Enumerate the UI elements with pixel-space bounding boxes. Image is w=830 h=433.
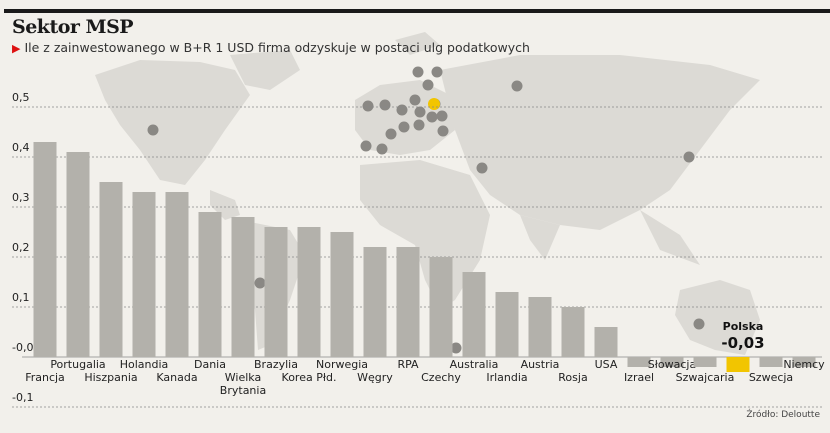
category-label: Korea Płd.	[282, 371, 337, 384]
category-label: Szwajcaria	[676, 371, 735, 384]
map-landmass	[355, 80, 455, 155]
country-dot	[376, 143, 388, 155]
bar-korea-płd-	[297, 227, 321, 357]
bar-norwegia	[330, 232, 354, 357]
map-landmass	[440, 55, 760, 230]
country-dot	[362, 100, 374, 112]
country-dot	[412, 66, 424, 78]
category-label: Czechy	[421, 371, 461, 384]
map-landmass	[95, 60, 250, 185]
bar-kanada	[165, 192, 189, 357]
bar-niemcy	[792, 357, 816, 367]
map-landmass	[640, 210, 700, 265]
category-label: Brazylia	[254, 358, 298, 371]
country-dot	[414, 106, 426, 118]
category-label: Australia	[450, 358, 499, 371]
country-dot	[398, 121, 410, 133]
country-dot	[426, 111, 438, 123]
country-dot	[436, 110, 448, 122]
subtitle-text: Ile z zainwestowanego w B+R 1 USD firma …	[24, 40, 530, 55]
bar-izrael	[627, 357, 651, 367]
country-dot	[413, 119, 425, 131]
category-label: Portugalia	[50, 358, 105, 371]
map-landmass	[360, 160, 490, 310]
map-landmass	[675, 280, 760, 355]
country-dot	[450, 342, 462, 354]
y-tick-label: -0,1	[12, 391, 33, 404]
category-label: Węgry	[357, 371, 393, 384]
country-dot	[431, 66, 443, 78]
category-label: Austria	[521, 358, 560, 371]
category-label: Hiszpania	[84, 371, 137, 384]
category-label: Holandia	[120, 358, 169, 371]
map-landmass	[520, 215, 560, 260]
country-dot	[476, 162, 488, 174]
country-dot	[360, 140, 372, 152]
chart-subtitle: ▶ Ile z zainwestowanego w B+R 1 USD firma…	[12, 40, 530, 55]
country-dot	[147, 124, 159, 136]
bar-usa	[594, 327, 618, 357]
top-rule	[4, 9, 830, 13]
bar-szwajcaria	[693, 357, 717, 367]
y-tick-label: 0,5	[12, 91, 30, 104]
bar-rpa	[396, 247, 420, 357]
highlight-label: Polska	[723, 320, 764, 333]
chart-title: Sektor MSP	[12, 16, 134, 38]
y-tick-label: 0,1	[12, 291, 30, 304]
bar-czechy	[429, 257, 453, 357]
category-label: RPA	[397, 358, 419, 371]
map-landmass	[230, 50, 300, 90]
bar-portugalia	[66, 152, 90, 357]
bar-wielka-brytania	[231, 217, 255, 357]
category-label: Rosja	[558, 371, 587, 384]
category-label: Szwecja	[749, 371, 793, 384]
category-label: Słowacja	[648, 358, 696, 371]
country-dot	[693, 318, 705, 330]
country-dot	[254, 277, 266, 289]
country-dot	[396, 104, 408, 116]
category-label: Izrael	[624, 371, 654, 384]
country-dot	[511, 80, 523, 92]
category-label: Dania	[194, 358, 226, 371]
country-dot	[437, 125, 449, 137]
country-dot	[379, 99, 391, 111]
world-map	[95, 32, 760, 355]
highlight-value-label: -0,03	[721, 334, 764, 352]
bar-rosja	[561, 307, 585, 357]
country-dot	[422, 79, 434, 91]
category-label: Norwegia	[316, 358, 368, 371]
bar-hiszpania	[99, 182, 123, 357]
category-label: USA	[595, 358, 618, 371]
map-landmass	[395, 32, 440, 55]
bar-polska	[726, 357, 750, 372]
bar-irlandia	[495, 292, 519, 357]
bar-węgry	[363, 247, 387, 357]
category-label: Brytania	[220, 384, 266, 397]
category-label: Irlandia	[486, 371, 527, 384]
y-tick-label: 0,4	[12, 141, 30, 154]
polska-dot	[428, 98, 440, 110]
y-tick-label: 0,3	[12, 191, 30, 204]
y-tick-label: 0,2	[12, 241, 30, 254]
bar-australia	[462, 272, 486, 357]
category-label: Kanada	[156, 371, 197, 384]
category-label: Francja	[25, 371, 65, 384]
country-dot	[409, 94, 421, 106]
category-label: Wielka	[225, 371, 261, 384]
y-tick-label: -0,0	[12, 341, 33, 354]
bar-szwecja	[759, 357, 783, 367]
category-label: Niemcy	[783, 358, 825, 371]
bar-holandia	[132, 192, 156, 357]
bar-austria	[528, 297, 552, 357]
triangle-bullet-icon: ▶	[12, 42, 21, 55]
source-note: Źródło: Deloutte	[746, 410, 820, 420]
bar-dania	[198, 212, 222, 357]
bar-słowacja	[660, 357, 684, 367]
bar-brazylia	[264, 227, 288, 357]
bar-francja	[33, 142, 57, 357]
country-dot	[385, 128, 397, 140]
